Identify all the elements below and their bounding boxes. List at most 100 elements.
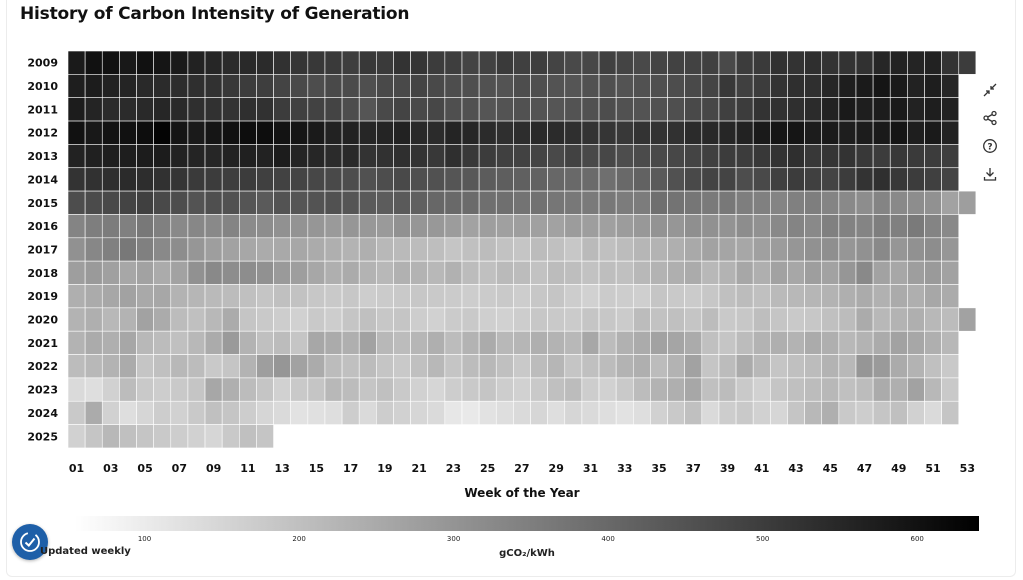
heatmap-cell[interactable] xyxy=(547,190,566,215)
heatmap-cell[interactable] xyxy=(941,330,960,355)
heatmap-cell[interactable] xyxy=(872,330,891,355)
heatmap-cell[interactable] xyxy=(307,74,326,98)
heatmap-cell[interactable] xyxy=(530,237,548,262)
heatmap-cell[interactable] xyxy=(650,354,668,379)
heatmap-cell[interactable] xyxy=(855,120,874,145)
heatmap-cell[interactable] xyxy=(547,284,566,309)
heatmap-cell[interactable] xyxy=(187,144,206,169)
heatmap-cell[interactable] xyxy=(650,50,668,75)
heatmap-cell[interactable] xyxy=(770,144,788,169)
heatmap-cell[interactable] xyxy=(478,50,497,75)
heatmap-cell[interactable] xyxy=(136,190,154,215)
heatmap-cell[interactable] xyxy=(907,97,925,122)
heatmap-cell[interactable] xyxy=(684,190,703,215)
heatmap-cell[interactable] xyxy=(513,354,531,379)
heatmap-cell[interactable] xyxy=(67,400,86,425)
heatmap-cell[interactable] xyxy=(941,190,960,215)
heatmap-cell[interactable] xyxy=(907,237,925,262)
heatmap-cell[interactable] xyxy=(838,237,857,262)
heatmap-cell[interactable] xyxy=(787,237,805,262)
heatmap-cell[interactable] xyxy=(221,284,240,309)
heatmap-cell[interactable] xyxy=(393,377,411,402)
heatmap-cell[interactable] xyxy=(170,260,189,285)
heatmap-cell[interactable] xyxy=(376,330,394,355)
heatmap-cell[interactable] xyxy=(598,144,617,169)
heatmap-cell[interactable] xyxy=(632,237,651,262)
heatmap-cell[interactable] xyxy=(101,214,120,239)
heatmap-cell[interactable] xyxy=(632,307,651,332)
heatmap-cell[interactable] xyxy=(187,97,206,122)
heatmap-cell[interactable] xyxy=(324,284,343,309)
heatmap-cell[interactable] xyxy=(136,354,154,379)
heatmap-cell[interactable] xyxy=(410,330,429,355)
heatmap-cell[interactable] xyxy=(204,330,223,355)
heatmap-cell[interactable] xyxy=(872,400,891,425)
heatmap-cell[interactable] xyxy=(239,144,257,169)
heatmap-cell[interactable] xyxy=(684,97,703,122)
heatmap-cell[interactable] xyxy=(153,377,172,402)
heatmap-cell[interactable] xyxy=(941,260,960,285)
heatmap-cell[interactable] xyxy=(907,214,925,239)
heatmap-cell[interactable] xyxy=(838,214,857,239)
heatmap-cell[interactable] xyxy=(204,400,223,425)
heatmap-cell[interactable] xyxy=(358,50,377,75)
heatmap-cell[interactable] xyxy=(239,400,257,425)
heatmap-cell[interactable] xyxy=(376,284,394,309)
heatmap-cell[interactable] xyxy=(770,190,788,215)
heatmap-cell[interactable] xyxy=(393,354,411,379)
heatmap-cell[interactable] xyxy=(770,354,788,379)
heatmap-cell[interactable] xyxy=(598,260,617,285)
heatmap-cell[interactable] xyxy=(907,330,925,355)
heatmap-cell[interactable] xyxy=(410,74,429,98)
heatmap-cell[interactable] xyxy=(547,307,566,332)
heatmap-cell[interactable] xyxy=(907,284,925,309)
heatmap-cell[interactable] xyxy=(701,167,720,192)
heatmap-cell[interactable] xyxy=(718,284,737,309)
heatmap-cell[interactable] xyxy=(872,50,891,75)
heatmap-cell[interactable] xyxy=(804,307,823,332)
heatmap-cell[interactable] xyxy=(615,120,634,145)
heatmap-cell[interactable] xyxy=(924,237,942,262)
heatmap-cell[interactable] xyxy=(513,284,531,309)
heatmap-cell[interactable] xyxy=(290,214,309,239)
heatmap-cell[interactable] xyxy=(119,400,137,425)
heatmap-cell[interactable] xyxy=(821,74,840,98)
heatmap-cell[interactable] xyxy=(924,120,942,145)
heatmap-cell[interactable] xyxy=(598,330,617,355)
heatmap-cell[interactable] xyxy=(530,330,548,355)
heatmap-cell[interactable] xyxy=(752,237,771,262)
heatmap-cell[interactable] xyxy=(581,144,600,169)
heatmap-cell[interactable] xyxy=(821,120,840,145)
heatmap-cell[interactable] xyxy=(632,260,651,285)
heatmap-cell[interactable] xyxy=(547,120,566,145)
heatmap-cell[interactable] xyxy=(530,260,548,285)
heatmap-cell[interactable] xyxy=(478,97,497,122)
heatmap-cell[interactable] xyxy=(84,237,103,262)
heatmap-cell[interactable] xyxy=(84,74,103,98)
heatmap-cell[interactable] xyxy=(855,97,874,122)
heatmap-cell[interactable] xyxy=(752,144,771,169)
heatmap-cell[interactable] xyxy=(204,307,223,332)
heatmap-cell[interactable] xyxy=(889,97,908,122)
heatmap-cell[interactable] xyxy=(889,144,908,169)
heatmap-cell[interactable] xyxy=(239,50,257,75)
heatmap-cell[interactable] xyxy=(650,307,668,332)
heatmap-cell[interactable] xyxy=(632,167,651,192)
heatmap-cell[interactable] xyxy=(924,74,942,98)
heatmap-cell[interactable] xyxy=(204,50,223,75)
heatmap-cell[interactable] xyxy=(427,260,446,285)
heatmap-cell[interactable] xyxy=(136,284,154,309)
heatmap-cell[interactable] xyxy=(581,120,600,145)
heatmap-cell[interactable] xyxy=(444,50,463,75)
heatmap-cell[interactable] xyxy=(221,354,240,379)
heatmap-cell[interactable] xyxy=(187,74,206,98)
heatmap-cell[interactable] xyxy=(770,260,788,285)
heatmap-cell[interactable] xyxy=(821,260,840,285)
heatmap-cell[interactable] xyxy=(581,74,600,98)
heatmap-cell[interactable] xyxy=(273,377,291,402)
heatmap-cell[interactable] xyxy=(513,74,531,98)
heatmap-cell[interactable] xyxy=(273,354,291,379)
heatmap-cell[interactable] xyxy=(478,307,497,332)
heatmap-cell[interactable] xyxy=(615,354,634,379)
heatmap-cell[interactable] xyxy=(153,50,172,75)
